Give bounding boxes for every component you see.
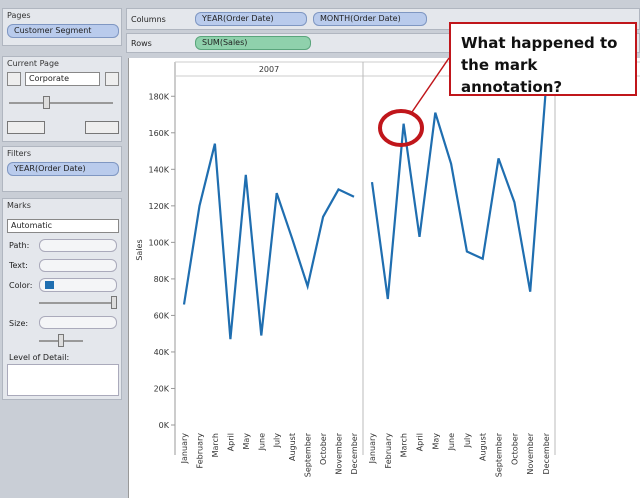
mark-type-dropdown[interactable]: Automatic — [7, 219, 119, 233]
color-field[interactable] — [39, 278, 117, 292]
color-swatch — [45, 281, 54, 289]
x-tick-label: October — [510, 432, 519, 465]
pill[interactable]: Customer Segment — [7, 24, 119, 38]
panel-title: Marks — [7, 201, 31, 210]
y-tick-label: 140K — [148, 165, 169, 174]
playback-buttons[interactable] — [7, 121, 45, 134]
page-dropdown[interactable]: Corporate — [25, 72, 100, 86]
x-tick-label: May — [431, 433, 440, 450]
panel-title: Pages — [7, 11, 31, 20]
x-tick-label: January — [368, 433, 377, 465]
size-field[interactable] — [39, 316, 117, 329]
mark-label: Path: — [9, 241, 30, 250]
x-tick-label: February — [384, 433, 393, 469]
pages-panel: Pages Customer Segment — [2, 8, 122, 46]
sales-line — [182, 143, 355, 340]
y-tick-label: 80K — [154, 275, 170, 284]
y-tick-label: 40K — [154, 348, 170, 357]
pill[interactable]: MONTH(Order Date) — [313, 12, 427, 26]
panel-title: Filters — [7, 149, 31, 158]
path-field[interactable] — [39, 239, 117, 252]
x-tick-label: October — [319, 432, 328, 465]
column-header: 2007 — [259, 65, 279, 74]
filters-panel: Filters YEAR(Order Date) — [2, 146, 122, 192]
x-tick-label: January — [180, 433, 189, 465]
pill[interactable]: YEAR(Order Date) — [7, 162, 119, 176]
x-tick-label: April — [226, 433, 235, 451]
detail-field[interactable] — [7, 364, 119, 396]
y-axis-title: Sales — [135, 239, 144, 260]
x-tick-label: December — [350, 432, 359, 474]
y-tick-label: 160K — [148, 129, 169, 138]
y-tick-label: 180K — [148, 92, 169, 101]
x-tick-label: July — [273, 433, 282, 449]
next-button[interactable] — [105, 72, 119, 86]
mark-label: Size: — [9, 319, 29, 328]
x-tick-label: August — [288, 433, 297, 461]
slider-thumb[interactable] — [111, 296, 117, 309]
shelf-label: Columns — [131, 15, 166, 24]
slider-track — [9, 102, 113, 104]
marks-panel: Marks Automatic Path: Text: Color: Size:… — [2, 198, 122, 400]
pill[interactable]: YEAR(Order Date) — [195, 12, 307, 26]
slider-thumb[interactable] — [43, 96, 50, 109]
shelf-label: Rows — [131, 39, 152, 48]
y-tick-label: 60K — [154, 311, 170, 320]
x-tick-label: November — [335, 432, 344, 474]
mark-label: Color: — [9, 281, 33, 290]
x-tick-label: August — [479, 433, 488, 461]
y-tick-label: 20K — [154, 384, 170, 393]
speed-buttons[interactable] — [85, 121, 119, 134]
prev-button[interactable] — [7, 72, 21, 86]
x-tick-label: June — [257, 433, 266, 452]
x-tick-label: March — [211, 433, 220, 457]
panel-title: Current Page — [7, 59, 59, 68]
mark-label: Level of Detail: — [9, 353, 70, 362]
callout: What happened to the mark annotation? — [449, 22, 637, 96]
mark-label: Text: — [9, 261, 28, 270]
x-tick-label: May — [242, 433, 251, 450]
y-tick-label: 120K — [148, 202, 169, 211]
x-tick-label: July — [463, 433, 472, 449]
callout-pointer — [411, 57, 450, 113]
y-tick-label: 100K — [148, 238, 169, 247]
x-tick-label: December — [542, 432, 551, 474]
x-tick-label: April — [415, 433, 424, 451]
x-tick-label: November — [526, 432, 535, 474]
pill[interactable]: SUM(Sales) — [195, 36, 311, 50]
x-tick-label: September — [304, 432, 313, 477]
text-field[interactable] — [39, 259, 117, 272]
highlight-circle — [378, 109, 424, 147]
x-tick-label: February — [195, 433, 204, 469]
x-tick-label: March — [400, 433, 409, 457]
x-tick-label: September — [495, 432, 504, 477]
sales-line — [370, 87, 548, 300]
x-tick-label: June — [447, 433, 456, 452]
y-tick-label: 0K — [159, 421, 170, 430]
current-page-panel: Current Page Corporate — [2, 56, 122, 142]
slider-thumb[interactable] — [58, 334, 64, 347]
slider-track — [39, 302, 117, 304]
